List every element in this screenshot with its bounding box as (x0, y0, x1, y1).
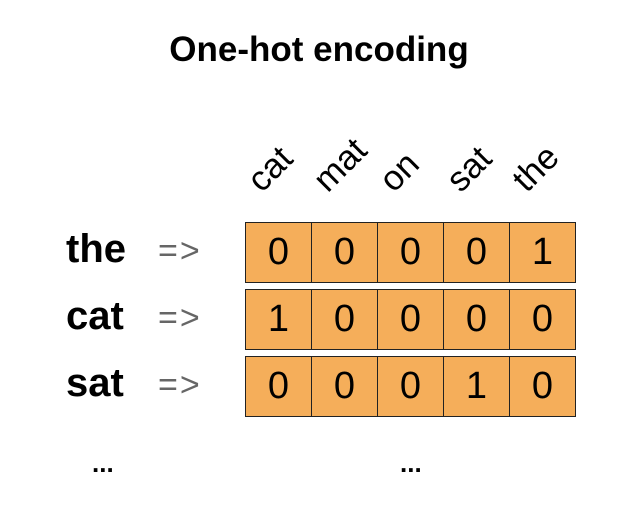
row-label-sat: sat (66, 361, 124, 405)
vector-cell: 0 (378, 223, 444, 282)
vector-cell: 0 (378, 357, 444, 416)
arrow: => (158, 366, 202, 404)
vector-cell: 0 (312, 290, 378, 349)
row-ellipsis: ... (92, 448, 114, 478)
row-label-the: the (66, 227, 126, 271)
vector-cell: 0 (444, 223, 510, 282)
vector-cell: 0 (444, 290, 510, 349)
column-label-sat: sat (438, 138, 499, 200)
vector-cell: 1 (510, 223, 575, 282)
arrow: => (158, 299, 202, 337)
column-label-cat: cat (239, 138, 301, 200)
arrow: => (158, 232, 202, 270)
column-label-on: on (372, 144, 428, 200)
row-label-cat: cat (66, 294, 124, 338)
vector-cell: 0 (246, 357, 312, 416)
vector-cell: 0 (510, 290, 575, 349)
vector-ellipsis: ... (400, 448, 422, 478)
column-label-the: the (504, 137, 567, 200)
vector-cell: 0 (510, 357, 575, 416)
vector-cell: 0 (312, 357, 378, 416)
vector-cell: 1 (246, 290, 312, 349)
column-label-mat: mat (305, 130, 375, 200)
diagram-title: One-hot encoding (169, 30, 469, 69)
vector-cell: 0 (246, 223, 312, 282)
vector-cell: 0 (378, 290, 444, 349)
vector-cell: 1 (444, 357, 510, 416)
vector-cell: 0 (312, 223, 378, 282)
